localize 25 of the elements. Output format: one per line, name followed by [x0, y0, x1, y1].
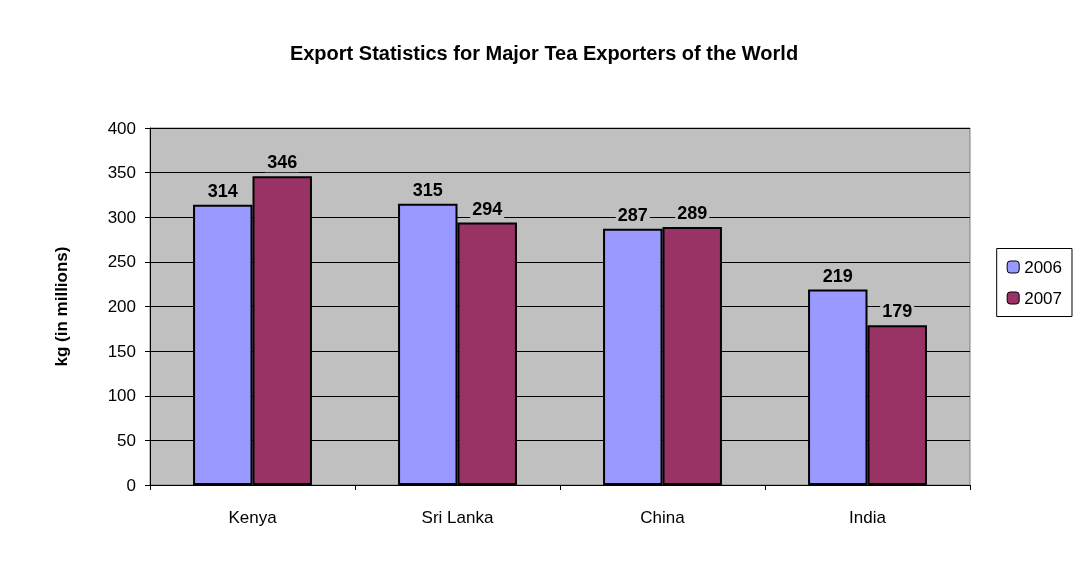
- x-tick-label: Sri Lanka: [421, 508, 494, 527]
- y-tick-label: 350: [107, 163, 136, 183]
- y-tick-label: 100: [107, 386, 136, 406]
- y-tick-label: 200: [107, 297, 136, 316]
- y-tick-label: 150: [107, 341, 136, 361]
- y-tick-label: 300: [107, 207, 136, 227]
- y-tick-label: 250: [107, 252, 136, 272]
- data-label: 219: [822, 265, 853, 286]
- data-label: 315: [412, 179, 443, 200]
- data-label: 179: [882, 301, 913, 322]
- y-tick-label: 0: [126, 475, 136, 495]
- legend-label: 2007: [1024, 288, 1063, 308]
- x-tick-label: Kenya: [228, 508, 278, 527]
- y-tick-label: 50: [117, 430, 136, 450]
- x-tick-label: China: [640, 508, 686, 527]
- data-label: 287: [617, 204, 648, 225]
- legend-label: 2006: [1024, 257, 1063, 277]
- data-label: 289: [677, 203, 708, 224]
- chart-title: Export Statistics for Major Tea Exporters of the World: [289, 42, 799, 64]
- data-label: 346: [267, 152, 298, 173]
- y-tick-label: 400: [107, 118, 136, 138]
- x-tick-label: India: [849, 508, 887, 527]
- data-label: 294: [472, 198, 503, 219]
- data-label: 314: [207, 180, 238, 201]
- y-axis-title: kg (in millions): [52, 246, 71, 367]
